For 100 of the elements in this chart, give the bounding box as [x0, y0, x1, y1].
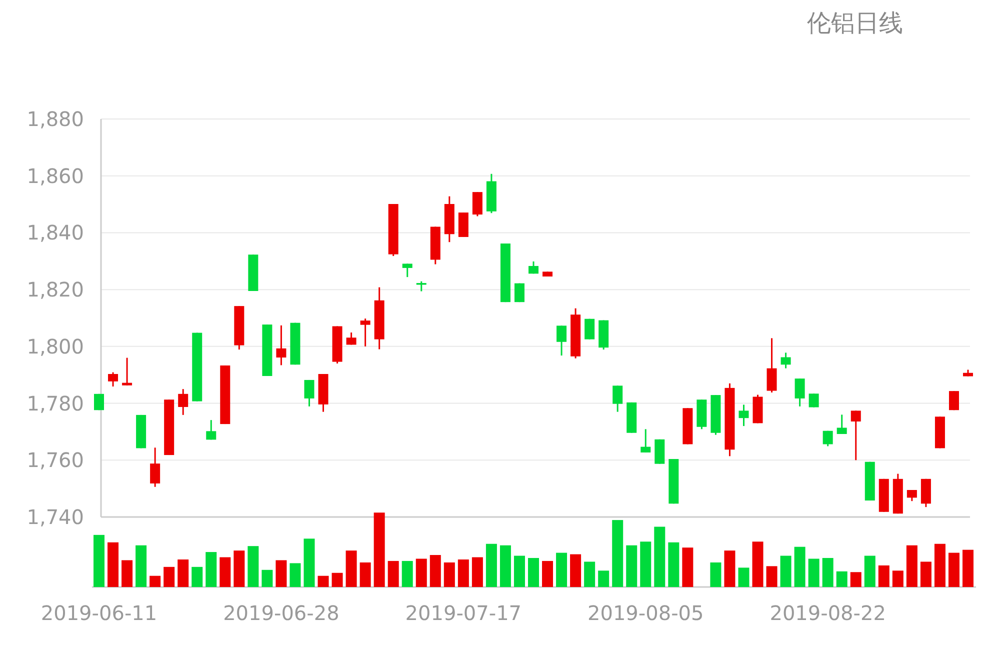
bar — [850, 572, 862, 587]
bar — [920, 562, 932, 587]
x-tick-label: 2019-08-05 — [588, 601, 704, 625]
y-tick-label: 1,860 — [26, 164, 84, 188]
y-tick-label: 1,840 — [26, 220, 84, 245]
bar — [108, 542, 119, 587]
bar — [906, 545, 918, 587]
bar — [276, 560, 287, 587]
bar — [934, 544, 946, 587]
bar — [836, 571, 848, 587]
bar — [598, 570, 610, 587]
y-tick-label: 1,820 — [26, 278, 84, 302]
candlestick — [472, 191, 482, 217]
bar — [444, 562, 455, 587]
candlestick — [150, 446, 160, 488]
bar — [822, 558, 834, 587]
bar — [178, 559, 189, 587]
bar — [472, 557, 483, 587]
candlestick — [948, 390, 959, 411]
x-tick-label: 2019-06-28 — [223, 601, 340, 625]
bar — [234, 550, 245, 587]
bar — [164, 566, 175, 587]
bar — [556, 552, 568, 587]
x-tick-label: 2019-08-22 — [770, 601, 886, 625]
bar — [388, 560, 399, 587]
candlestick — [794, 378, 805, 408]
bar — [584, 562, 596, 587]
bar — [318, 576, 329, 587]
bar — [724, 550, 736, 587]
bar — [528, 558, 539, 587]
candlestick — [584, 318, 595, 340]
candlestick — [738, 404, 749, 427]
bar — [346, 550, 357, 587]
bar — [612, 520, 624, 587]
candlestick — [346, 332, 356, 346]
candlestick — [178, 388, 188, 416]
bar — [150, 576, 161, 587]
bar — [416, 558, 427, 587]
candlestick — [556, 324, 567, 356]
bar — [206, 552, 217, 587]
bar — [570, 554, 582, 587]
bar — [668, 542, 680, 587]
bar — [136, 545, 147, 587]
candlestick — [122, 357, 132, 386]
candlestick — [822, 430, 833, 447]
bar — [304, 538, 315, 587]
bar — [962, 550, 974, 587]
bar — [892, 570, 904, 587]
candlestick — [780, 352, 791, 370]
candlestick — [766, 337, 777, 394]
bar — [864, 556, 876, 587]
bar — [430, 555, 441, 587]
bar — [710, 562, 722, 587]
bar — [332, 572, 343, 587]
y-tick-label: 1,760 — [26, 448, 84, 472]
y-tick-label: 1,780 — [26, 391, 84, 416]
candlestick — [304, 379, 314, 408]
bar — [94, 534, 104, 587]
bar — [878, 565, 890, 587]
candlestick — [850, 410, 861, 461]
candlestick — [360, 318, 370, 348]
bar — [458, 559, 469, 587]
bar — [290, 563, 301, 587]
bar — [654, 526, 666, 587]
y-tick-label: 1,880 — [26, 107, 84, 131]
bar — [192, 566, 203, 587]
candlestick — [276, 324, 286, 366]
bar — [374, 512, 385, 587]
candlestick — [836, 414, 847, 435]
bar — [752, 542, 764, 587]
bar — [766, 566, 778, 587]
chart-title: 伦铝日线 — [807, 9, 903, 37]
bar — [248, 546, 259, 587]
candlestick — [108, 372, 118, 388]
candlestick — [402, 262, 412, 278]
bar — [486, 544, 497, 587]
y-tick-label: 1,740 — [26, 505, 84, 529]
bar — [514, 556, 525, 587]
bar — [220, 557, 231, 587]
bar — [794, 546, 806, 587]
bar — [122, 560, 133, 587]
bar — [738, 568, 750, 587]
bar — [948, 552, 960, 587]
bar — [808, 558, 820, 587]
bar — [780, 556, 792, 587]
bar — [640, 542, 652, 587]
bar — [500, 545, 511, 587]
candlestick — [528, 260, 538, 274]
bar — [360, 562, 371, 587]
bar — [682, 548, 694, 587]
x-tick-label: 2019-07-17 — [405, 601, 522, 625]
bar — [402, 560, 413, 587]
bar — [262, 570, 273, 587]
candlestick — [612, 384, 623, 413]
bar — [626, 545, 638, 587]
y-tick-label: 1,800 — [26, 334, 84, 358]
candlestick — [808, 392, 819, 408]
x-tick-label: 2019-06-11 — [40, 601, 158, 625]
candlestick — [206, 419, 216, 440]
candlestick — [640, 428, 651, 454]
